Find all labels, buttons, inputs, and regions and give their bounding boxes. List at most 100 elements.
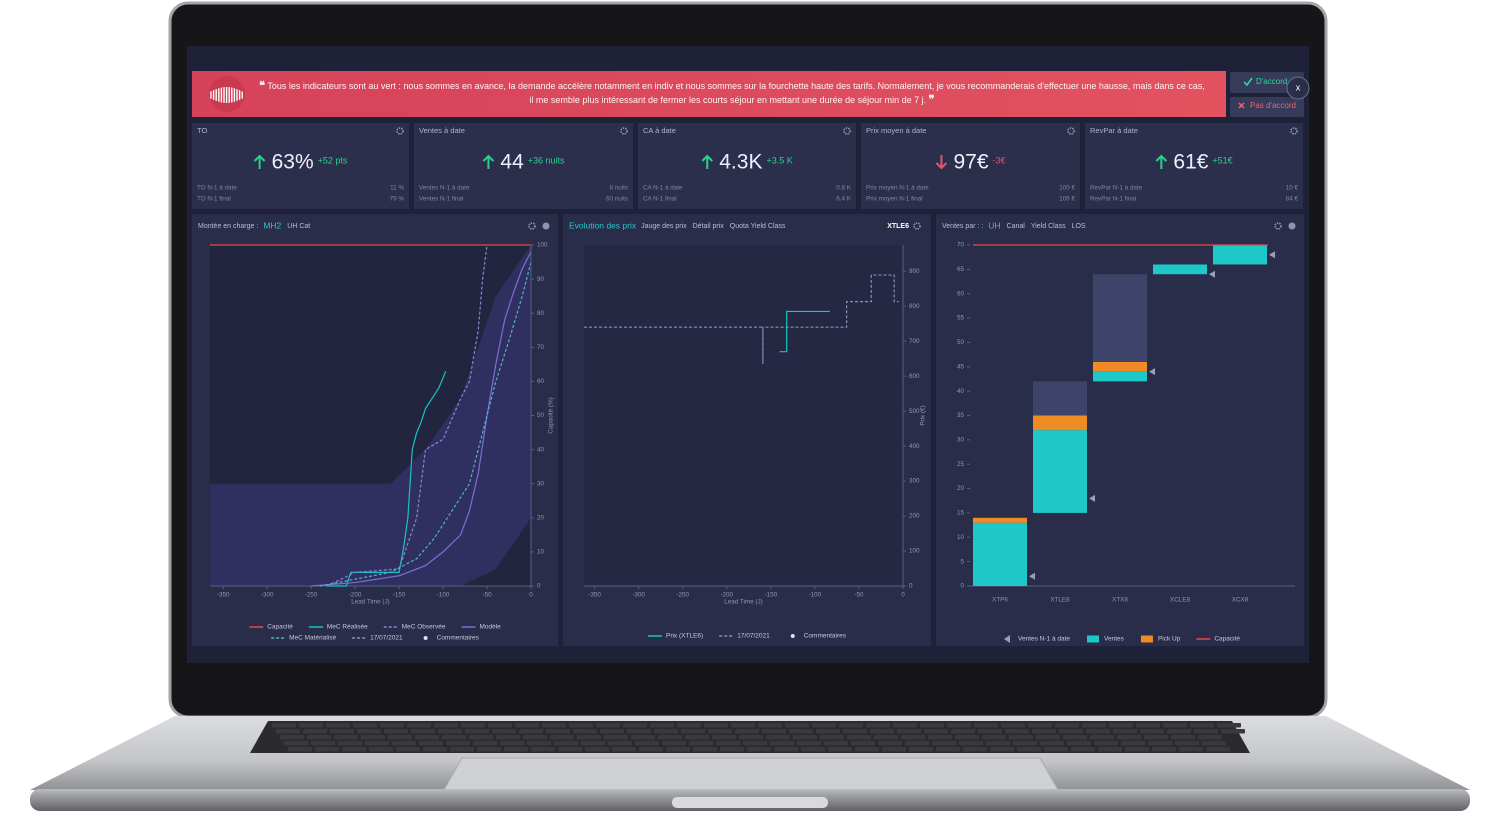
key bbox=[828, 747, 852, 752]
key bbox=[369, 747, 393, 752]
key bbox=[893, 723, 917, 728]
y-tick-label: 5 bbox=[960, 558, 964, 565]
close-button[interactable] bbox=[1286, 76, 1310, 100]
key bbox=[585, 747, 609, 752]
key bbox=[685, 735, 709, 740]
x-tick-label: -300 bbox=[632, 592, 645, 599]
key bbox=[288, 747, 312, 752]
key bbox=[1179, 747, 1203, 752]
key bbox=[519, 729, 543, 734]
key bbox=[677, 723, 701, 728]
key bbox=[774, 747, 798, 752]
kpi-card bbox=[192, 123, 409, 209]
x-tick-label: -150 bbox=[393, 592, 406, 599]
y-tick-label: 65 bbox=[957, 266, 965, 273]
key bbox=[982, 735, 1006, 740]
kpi-row-label: RevPar N-1 à date bbox=[1090, 185, 1143, 192]
tab[interactable]: UH bbox=[988, 220, 1000, 230]
bar-segment bbox=[1153, 264, 1207, 275]
selector[interactable]: XTLE6 bbox=[887, 223, 909, 230]
tab[interactable]: Yield Class bbox=[1031, 223, 1066, 230]
prior-year-marker bbox=[1149, 368, 1155, 376]
key bbox=[855, 747, 879, 752]
close-label[interactable]: x bbox=[1296, 82, 1301, 92]
y-tick-label: 40 bbox=[537, 446, 545, 453]
key bbox=[1194, 729, 1218, 734]
check-icon bbox=[1243, 77, 1253, 87]
key bbox=[1017, 747, 1041, 752]
key bbox=[1055, 723, 1079, 728]
key bbox=[1113, 729, 1137, 734]
kpi-value: 61€ bbox=[1173, 151, 1208, 174]
tab[interactable]: LOS bbox=[1072, 223, 1086, 230]
tabs-label: Montée en charge : bbox=[198, 223, 258, 230]
x-tick-label: XCLE8 bbox=[1170, 597, 1190, 604]
tab[interactable]: MH2 bbox=[263, 220, 281, 230]
key bbox=[272, 723, 296, 728]
agree-button[interactable] bbox=[1230, 72, 1304, 93]
key bbox=[1206, 747, 1230, 752]
key bbox=[542, 723, 566, 728]
key bbox=[442, 735, 466, 740]
kpi-value: 44 bbox=[500, 151, 524, 174]
key bbox=[608, 741, 632, 746]
key bbox=[1086, 729, 1110, 734]
kpi-row-label: CA N-1 à date bbox=[643, 185, 683, 192]
key bbox=[720, 747, 744, 752]
key bbox=[1117, 735, 1141, 740]
key bbox=[785, 723, 809, 728]
y-tick-label: 30 bbox=[537, 480, 545, 487]
key bbox=[392, 741, 416, 746]
key bbox=[407, 723, 431, 728]
tab[interactable]: Quota Yield Class bbox=[730, 223, 786, 230]
key bbox=[523, 735, 547, 740]
x-tick-label: -200 bbox=[720, 592, 733, 599]
settings-icon bbox=[1274, 222, 1282, 230]
tab[interactable]: Détail prix bbox=[693, 223, 725, 230]
key bbox=[1044, 747, 1068, 752]
key bbox=[307, 735, 331, 740]
key bbox=[1217, 723, 1241, 728]
tab[interactable]: Jauge des prix bbox=[641, 223, 687, 230]
key bbox=[280, 735, 304, 740]
key bbox=[920, 723, 944, 728]
settings-icon bbox=[620, 127, 628, 135]
key bbox=[909, 747, 933, 752]
trend-arrow bbox=[1155, 154, 1168, 169]
settings-icon bbox=[913, 222, 921, 230]
key bbox=[423, 747, 447, 752]
x-tick-label: -350 bbox=[588, 592, 601, 599]
banner-message: ❝ Tous les indicateurs sont au vert : no… bbox=[258, 79, 1206, 107]
x-tick-label: XTP6 bbox=[992, 597, 1008, 604]
key bbox=[577, 735, 601, 740]
key bbox=[1040, 741, 1064, 746]
agree-label[interactable]: D'accord bbox=[1256, 77, 1287, 86]
x-tick-label: XTLE8 bbox=[1050, 597, 1070, 604]
tab[interactable]: Canal bbox=[1007, 223, 1026, 230]
key bbox=[596, 723, 620, 728]
key bbox=[793, 735, 817, 740]
key bbox=[1125, 747, 1149, 752]
key bbox=[990, 747, 1014, 752]
key bbox=[650, 723, 674, 728]
tabs-label[interactable]: Evolution des prix bbox=[569, 220, 637, 230]
key bbox=[897, 729, 921, 734]
kpi-value: 63% bbox=[272, 151, 314, 174]
bar-segment bbox=[973, 522, 1027, 586]
tab[interactable]: UH Cat bbox=[287, 223, 310, 230]
kpi-row-label: Prix moyen N-1 final bbox=[866, 196, 923, 203]
key bbox=[693, 747, 717, 752]
key bbox=[361, 735, 385, 740]
key bbox=[554, 741, 578, 746]
key bbox=[951, 729, 975, 734]
x-tick-label: XCX8 bbox=[1232, 597, 1249, 604]
key bbox=[955, 735, 979, 740]
key bbox=[338, 741, 362, 746]
disagree-label[interactable]: Pas d'accord bbox=[1250, 101, 1296, 110]
legend-label: 17/07/2021 bbox=[737, 633, 770, 640]
key bbox=[1148, 741, 1172, 746]
disagree-button[interactable] bbox=[1230, 97, 1304, 117]
key bbox=[558, 747, 582, 752]
bar-segment bbox=[1033, 415, 1087, 431]
key bbox=[947, 723, 971, 728]
